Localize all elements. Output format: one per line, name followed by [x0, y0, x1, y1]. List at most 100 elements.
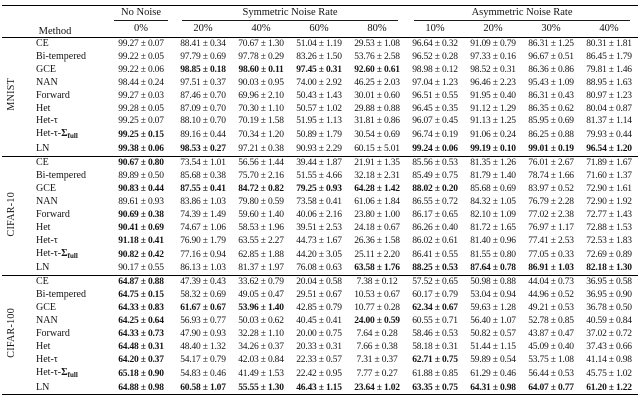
value-cell: 86.91 ± 1.03 [528, 263, 574, 274]
value-cell: 99.25 ± 0.15 [118, 130, 164, 141]
method-label: Forward [36, 89, 70, 101]
value-cell: 88.25 ± 0.53 [412, 263, 458, 274]
rate-header: 10% [425, 23, 445, 34]
value-cell: 58.46 ± 0.53 [412, 328, 458, 339]
value-cell: 79.80 ± 0.59 [238, 196, 284, 207]
value-cell: 47.39 ± 0.43 [180, 277, 226, 288]
value-cell: 60.58 ± 1.07 [180, 382, 226, 393]
value-cell: 58.53 ± 1.96 [238, 222, 284, 233]
value-cell: 74.39 ± 1.49 [180, 209, 226, 220]
value-cell: 86.31 ± 0.43 [528, 90, 574, 101]
value-cell: 46.25 ± 2.03 [354, 77, 400, 88]
value-cell: 41.14 ± 0.98 [586, 354, 632, 365]
value-cell: 98.52 ± 0.31 [470, 64, 516, 75]
value-cell: 86.45 ± 1.79 [586, 51, 632, 62]
value-cell: 7.66 ± 0.38 [356, 341, 398, 352]
value-cell: 97.21 ± 0.38 [238, 144, 284, 155]
method-column-header: Method [2, 6, 108, 38]
value-cell: 82.10 ± 1.09 [470, 209, 516, 220]
value-cell: 56.93 ± 0.77 [180, 316, 226, 327]
table-row: Het-τ-Σfull 65.18 ± 0.90 54.83 ± 0.46 41.49… [2, 367, 638, 382]
method-label: LN [36, 143, 50, 155]
dataset-label: CIFAR-10 [5, 191, 17, 236]
value-cell: 63.35 ± 0.75 [412, 382, 458, 393]
table-row: Bi-tempered 64.75 ± 0.15 58.32 ± 0.69 49.05… [2, 289, 638, 302]
value-cell: 44.96 ± 0.52 [528, 290, 574, 301]
value-cell: 81.35 ± 1.26 [470, 158, 516, 169]
value-cell: 89.61 ± 0.93 [118, 196, 164, 207]
rate-header: 20% [193, 23, 213, 34]
method-label: Forward [36, 327, 70, 339]
value-cell: 87.09 ± 0.70 [180, 103, 226, 114]
value-cell: 50.57 ± 1.02 [296, 103, 342, 114]
value-cell: 97.04 ± 1.23 [412, 77, 458, 88]
value-cell: 40.06 ± 2.16 [296, 209, 342, 220]
value-cell: 53.76 ± 2.58 [354, 51, 400, 62]
value-cell: 97.33 ± 0.16 [470, 51, 516, 62]
value-cell: 60.55 ± 0.71 [412, 316, 458, 327]
table-header: Method No Noise Symmetric Noise Rate Asy… [2, 6, 639, 38]
value-cell: 60.17 ± 0.79 [412, 290, 458, 301]
value-cell: 44.20 ± 3.05 [296, 249, 342, 260]
value-cell: 86.55 ± 0.72 [412, 196, 458, 207]
table-row: Forward 90.69 ± 0.38 74.39 ± 1.49 59.60 ± 1… [2, 209, 638, 222]
value-cell: 62.85 ± 1.88 [238, 249, 284, 260]
value-cell: 7.38 ± 0.12 [356, 277, 398, 288]
value-cell: 91.95 ± 0.40 [470, 90, 516, 101]
value-cell: 20.04 ± 0.58 [296, 277, 342, 288]
rate-header-row: 0% 20% 40% 60% 80% 10% 20% 30% 40% [2, 21, 638, 38]
value-cell: 99.27 ± 0.03 [118, 90, 164, 101]
table-row: NAN 98.44 ± 0.24 97.51 ± 0.37 90.03 ± 0.95 7… [2, 77, 638, 90]
table-row: Forward 99.27 ± 0.03 87.46 ± 0.70 69.96 ± 2… [2, 90, 638, 103]
group-header-row: Method No Noise Symmetric Noise Rate Asy… [2, 6, 638, 37]
value-cell: 32.18 ± 2.31 [354, 171, 400, 182]
value-cell: 23.80 ± 1.00 [354, 209, 400, 220]
value-cell: 96.07 ± 0.45 [412, 116, 458, 127]
value-cell: 54.17 ± 0.79 [180, 354, 226, 365]
value-cell: 83.26 ± 1.50 [296, 51, 342, 62]
value-cell: 47.90 ± 0.93 [180, 328, 226, 339]
value-cell: 54.83 ± 0.46 [180, 368, 226, 379]
results-table: Method No Noise Symmetric Noise Rate Asy… [2, 5, 639, 396]
value-cell: 73.54 ± 1.01 [180, 158, 226, 169]
value-cell: 32.28 ± 1.10 [238, 328, 284, 339]
table-row: Het-τ-Σfull 99.25 ± 0.15 89.16 ± 0.44 70.34… [2, 128, 638, 143]
value-cell: 10.77 ± 0.28 [354, 303, 400, 314]
value-cell: 81.40 ± 0.96 [470, 235, 516, 246]
value-cell: 98.98 ± 0.12 [412, 64, 458, 75]
value-cell: 90.17 ± 0.55 [118, 263, 164, 274]
table-row: GCE 90.83 ± 0.44 87.55 ± 0.41 84.72 ± 0.82 7… [2, 183, 638, 196]
value-cell: 98.44 ± 0.24 [118, 77, 164, 88]
method-label: NAN [36, 315, 58, 327]
value-cell: 74.67 ± 1.06 [180, 222, 226, 233]
value-cell: 91.12 ± 1.29 [470, 103, 516, 114]
method-label: NAN [36, 195, 58, 207]
method-label: GCE [36, 302, 56, 314]
value-cell: 20.33 ± 0.31 [296, 341, 342, 352]
value-cell: 56.44 ± 0.53 [528, 368, 574, 379]
value-cell: 53.04 ± 0.94 [470, 290, 516, 301]
value-cell: 90.69 ± 0.38 [118, 209, 164, 220]
value-cell: 70.34 ± 1.20 [238, 130, 284, 141]
value-cell: 72.53 ± 1.83 [586, 235, 632, 246]
value-cell: 30.01 ± 0.60 [354, 90, 400, 101]
table-row: Het 99.28 ± 0.05 87.09 ± 0.70 70.30 ± 1.10 5… [2, 103, 638, 116]
method-header-label: Method [38, 26, 72, 37]
value-cell: 58.18 ± 0.31 [412, 341, 458, 352]
value-cell: 62.71 ± 0.75 [412, 354, 458, 365]
symmetric-noise-label: Symmetric Noise Rate [242, 7, 338, 18]
value-cell: 7.77 ± 0.27 [356, 368, 398, 379]
value-cell: 99.24 ± 0.06 [412, 144, 458, 155]
value-cell: 70.67 ± 1.30 [238, 39, 284, 49]
value-cell: 39.51 ± 2.53 [296, 222, 342, 233]
dataset-label-cell: CIFAR-100 [2, 276, 22, 395]
rate-header: 0% [134, 23, 149, 34]
value-cell: 97.78 ± 0.29 [238, 51, 284, 62]
value-cell: 41.49 ± 1.53 [238, 368, 284, 379]
value-cell: 22.33 ± 0.57 [296, 354, 342, 365]
value-cell: 51.55 ± 4.66 [296, 171, 342, 182]
value-cell: 64.75 ± 0.15 [118, 290, 164, 301]
value-cell: 64.25 ± 0.64 [118, 316, 164, 327]
value-cell: 97.45 ± 0.31 [296, 64, 342, 75]
value-cell: 36.78 ± 0.50 [586, 303, 632, 314]
